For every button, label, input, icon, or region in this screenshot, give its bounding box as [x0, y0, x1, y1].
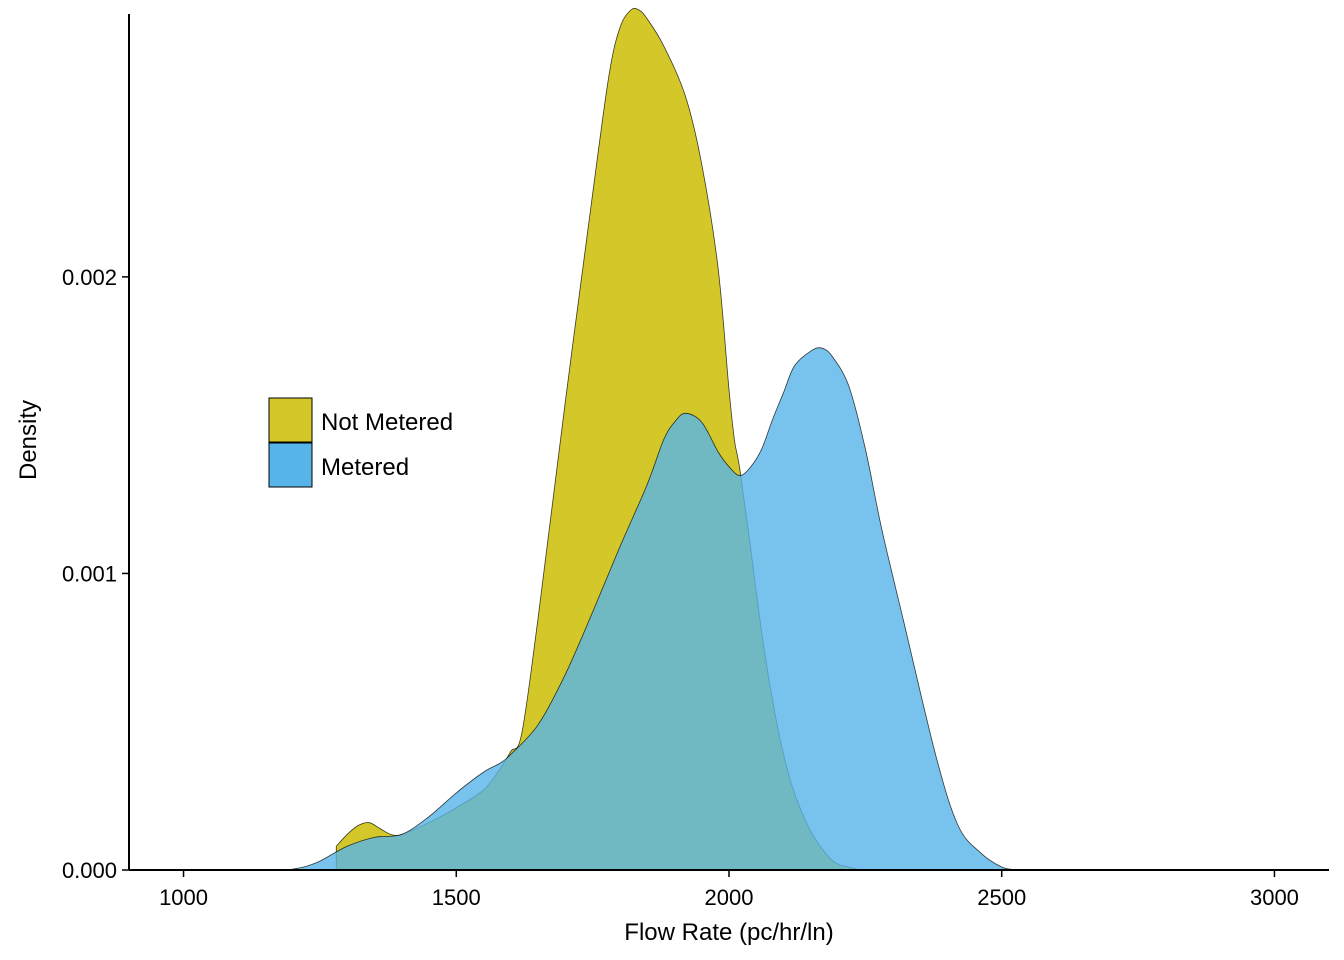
x-tick-label: 2000: [705, 885, 754, 910]
y-axis-title: Density: [15, 400, 42, 480]
legend-swatch-metered: [268, 442, 313, 488]
x-tick-label: 2500: [977, 885, 1026, 910]
legend-label-not-metered: Not Metered: [321, 409, 453, 436]
series-layer: [287, 7, 1019, 871]
legend-label-metered: Metered: [321, 454, 409, 481]
legend-swatch-not-metered: [268, 397, 313, 443]
legend: Not Metered Metered: [268, 397, 453, 488]
y-tick-label: 0.000: [62, 858, 117, 883]
x-tick-label: 3000: [1250, 885, 1299, 910]
x-axis-title: Flow Rate (pc/hr/ln): [624, 919, 833, 946]
density-area-metered: [287, 347, 1019, 871]
y-axis-ticks: 0.000 0.001 0.002: [62, 265, 129, 883]
y-tick-label: 0.001: [62, 561, 117, 586]
x-tick-label: 1000: [159, 885, 208, 910]
x-axis-ticks: 1000 1500 2000 2500 3000: [159, 870, 1299, 910]
x-tick-label: 1500: [432, 885, 481, 910]
y-tick-label: 0.002: [62, 265, 117, 290]
